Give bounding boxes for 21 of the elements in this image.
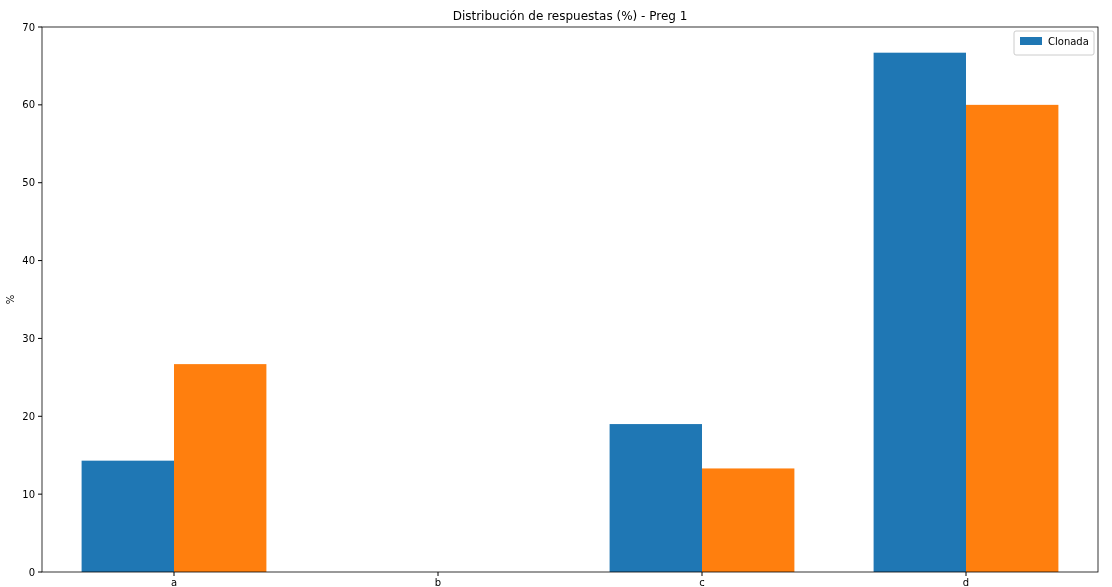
bar <box>966 104 1059 572</box>
bar <box>873 52 966 572</box>
y-tick-label: 10 <box>22 488 35 500</box>
y-tick-label: 50 <box>22 177 35 189</box>
x-tick-label: d <box>962 577 970 587</box>
y-tick-label: 20 <box>22 410 35 422</box>
bar <box>81 460 174 572</box>
y-tick-label: 60 <box>22 99 35 111</box>
y-tick-label: 30 <box>22 332 35 344</box>
y-tick-label: 70 <box>22 21 35 33</box>
bar <box>702 468 795 572</box>
bar <box>174 364 267 572</box>
legend-label: Clonada <box>1048 36 1089 47</box>
x-tick-label: c <box>699 577 705 587</box>
y-axis-title: % <box>5 294 16 305</box>
x-tick-label: b <box>434 577 442 587</box>
chart-title: Distribución de respuestas (%) - Preg 1 <box>452 9 688 23</box>
x-tick-label: a <box>170 577 178 587</box>
y-tick-label: 40 <box>22 255 35 267</box>
bar <box>609 424 702 572</box>
y-tick-label: 0 <box>28 566 35 578</box>
